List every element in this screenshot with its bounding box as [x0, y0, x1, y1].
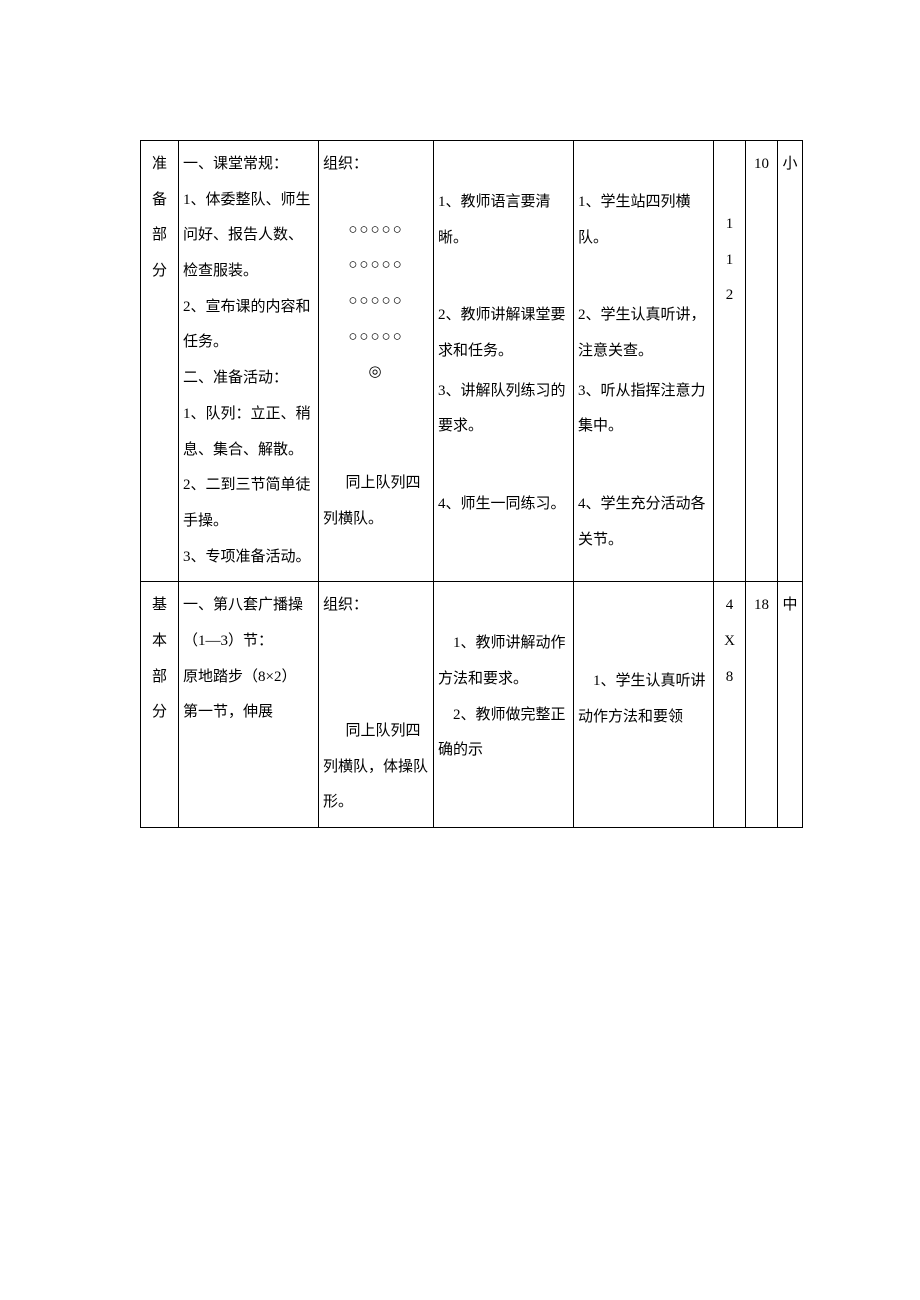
time-value: 10 — [754, 156, 769, 172]
section-text: 准 备 部 分 — [152, 156, 167, 279]
teacher-text: 2、教师讲解课堂要求和任务。 — [438, 298, 569, 369]
organization-cell: 组织： 同上队列四列横队，体操队形。 — [319, 582, 434, 828]
content-text: 二、准备活动： — [183, 361, 314, 397]
time-cell: 10 — [746, 141, 778, 582]
section-label-prep: 准 备 部 分 — [141, 141, 179, 582]
content-text: 1、队列：立正、稍息、集合、解散。 — [183, 397, 314, 468]
content-cell: 一、课堂常规： 1、体委整队、师生问好、报告人数、检查服装。 2、宣布课的内容和… — [179, 141, 319, 582]
section-label-main: 基 本 部 分 — [141, 582, 179, 828]
intensity-value: 小 — [782, 156, 797, 172]
org-title: 组织： — [323, 147, 429, 183]
intensity-value: 中 — [782, 597, 797, 613]
table-row: 准 备 部 分 一、课堂常规： 1、体委整队、师生问好、报告人数、检查服装。 2… — [141, 141, 803, 582]
content-text: 原地踏步（8×2） — [183, 660, 314, 696]
section-text: 基 本 部 分 — [152, 597, 167, 720]
count-cell: 4 X 8 — [714, 582, 746, 828]
teacher-cell: 1、教师语言要清晰。 2、教师讲解课堂要求和任务。 3、讲解队列练习的要求。 4… — [434, 141, 574, 582]
document-page: 准 备 部 分 一、课堂常规： 1、体委整队、师生问好、报告人数、检查服装。 2… — [0, 0, 920, 1300]
teacher-text: 3、讲解队列练习的要求。 — [438, 374, 569, 445]
formation-row: ◎ — [323, 355, 429, 391]
content-text: 1、体委整队、师生问好、报告人数、检查服装。 — [183, 183, 314, 290]
table-row: 基 本 部 分 一、第八套广播操（1—3）节： 原地踏步（8×2） 第一节，伸展… — [141, 582, 803, 828]
lesson-plan-table: 准 备 部 分 一、课堂常规： 1、体委整队、师生问好、报告人数、检查服装。 2… — [140, 140, 803, 828]
intensity-cell: 小 — [778, 141, 803, 582]
teacher-text: 1、教师语言要清晰。 — [438, 185, 569, 256]
teacher-text: 2、教师做完整正确的示 — [438, 698, 569, 769]
student-text: 3、听从指挥注意力集中。 — [578, 374, 709, 445]
student-cell: 1、学生站四列横队。 2、学生认真听讲，注意关查。 3、听从指挥注意力集中。 4… — [574, 141, 714, 582]
content-text: 一、第八套广播操（1—3）节： — [183, 588, 314, 659]
count-value: 1 — [718, 243, 741, 279]
organization-cell: 组织： ○○○○○ ○○○○○ ○○○○○ ○○○○○ ◎ 同上队列四列横队。 — [319, 141, 434, 582]
org-note: 同上队列四列横队。 — [323, 466, 429, 537]
count-value: 2 — [718, 278, 741, 314]
student-cell: 1、学生认真听讲动作方法和要领 — [574, 582, 714, 828]
org-title: 组织： — [323, 588, 429, 624]
time-cell: 18 — [746, 582, 778, 828]
student-text: 2、学生认真听讲，注意关查。 — [578, 298, 709, 369]
teacher-text: 4、师生一同练习。 — [438, 487, 569, 523]
content-text: 3、专项准备活动。 — [183, 540, 314, 576]
content-text: 一、课堂常规： — [183, 147, 314, 183]
content-text: 2、二到三节简单徒手操。 — [183, 468, 314, 539]
formation-row: ○○○○○ — [323, 248, 429, 284]
org-note: 同上队列四列横队，体操队形。 — [323, 714, 429, 821]
student-text: 1、学生站四列横队。 — [578, 185, 709, 256]
teacher-text: 1、教师讲解动作方法和要求。 — [438, 626, 569, 697]
content-cell: 一、第八套广播操（1—3）节： 原地踏步（8×2） 第一节，伸展 — [179, 582, 319, 828]
count-cell: 1 1 2 — [714, 141, 746, 582]
formation-diagram: ○○○○○ ○○○○○ ○○○○○ ○○○○○ ◎ — [323, 213, 429, 391]
formation-row: ○○○○○ — [323, 284, 429, 320]
count-value: 1 — [718, 207, 741, 243]
content-text: 2、宣布课的内容和任务。 — [183, 290, 314, 361]
student-text: 1、学生认真听讲动作方法和要领 — [578, 664, 709, 735]
content-text: 第一节，伸展 — [183, 695, 314, 731]
student-text: 4、学生充分活动各关节。 — [578, 487, 709, 558]
intensity-cell: 中 — [778, 582, 803, 828]
time-value: 18 — [754, 597, 769, 613]
teacher-cell: 1、教师讲解动作方法和要求。 2、教师做完整正确的示 — [434, 582, 574, 828]
count-value: 4 X 8 — [724, 597, 735, 684]
formation-row: ○○○○○ — [323, 320, 429, 356]
formation-row: ○○○○○ — [323, 213, 429, 249]
